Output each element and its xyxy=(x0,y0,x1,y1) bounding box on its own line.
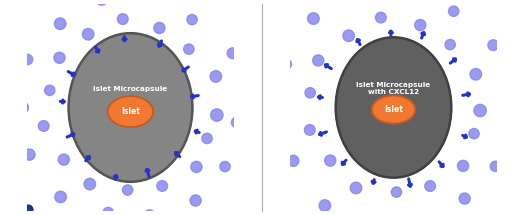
Circle shape xyxy=(84,178,95,190)
Circle shape xyxy=(353,0,363,3)
Circle shape xyxy=(202,133,212,144)
Circle shape xyxy=(474,104,486,117)
Circle shape xyxy=(58,154,69,165)
Circle shape xyxy=(227,48,238,59)
Circle shape xyxy=(184,44,194,54)
Ellipse shape xyxy=(334,48,453,167)
Circle shape xyxy=(449,6,459,16)
Ellipse shape xyxy=(329,42,458,173)
Circle shape xyxy=(154,22,165,34)
Circle shape xyxy=(55,191,67,203)
Circle shape xyxy=(96,0,107,5)
Circle shape xyxy=(263,74,272,83)
Circle shape xyxy=(45,85,55,95)
Ellipse shape xyxy=(372,95,415,124)
Ellipse shape xyxy=(108,96,153,127)
Circle shape xyxy=(304,124,315,135)
Circle shape xyxy=(305,88,315,98)
Ellipse shape xyxy=(326,40,461,175)
Text: Islet Microcapsule
with CXCL12: Islet Microcapsule with CXCL12 xyxy=(356,82,431,95)
Circle shape xyxy=(123,185,133,195)
Circle shape xyxy=(211,109,223,121)
Circle shape xyxy=(220,161,230,172)
Circle shape xyxy=(82,28,94,40)
Ellipse shape xyxy=(331,45,456,170)
Circle shape xyxy=(18,102,28,113)
Circle shape xyxy=(210,71,222,82)
Circle shape xyxy=(459,193,470,204)
Circle shape xyxy=(236,92,247,104)
Ellipse shape xyxy=(324,38,463,177)
Circle shape xyxy=(488,40,499,51)
Circle shape xyxy=(248,46,256,54)
Ellipse shape xyxy=(323,37,464,178)
Circle shape xyxy=(270,106,281,117)
Circle shape xyxy=(54,52,65,63)
Circle shape xyxy=(457,160,468,171)
Circle shape xyxy=(325,155,336,166)
Circle shape xyxy=(144,210,155,215)
Circle shape xyxy=(469,129,479,139)
Circle shape xyxy=(187,14,197,25)
Circle shape xyxy=(506,85,518,97)
Circle shape xyxy=(350,182,362,194)
Ellipse shape xyxy=(327,41,460,174)
Circle shape xyxy=(244,134,253,143)
Ellipse shape xyxy=(332,46,455,169)
Circle shape xyxy=(103,207,113,215)
Circle shape xyxy=(414,20,426,31)
Circle shape xyxy=(232,117,242,128)
Circle shape xyxy=(219,0,227,1)
Circle shape xyxy=(0,41,2,50)
Circle shape xyxy=(191,161,202,172)
Ellipse shape xyxy=(333,47,454,168)
Text: Islet: Islet xyxy=(384,105,403,114)
Circle shape xyxy=(54,18,66,29)
Circle shape xyxy=(117,14,128,25)
Circle shape xyxy=(490,161,500,172)
Circle shape xyxy=(281,59,291,69)
Circle shape xyxy=(23,54,33,65)
Circle shape xyxy=(38,121,49,131)
Circle shape xyxy=(391,187,401,197)
Circle shape xyxy=(157,181,168,191)
Ellipse shape xyxy=(69,33,192,182)
Circle shape xyxy=(308,13,319,24)
Circle shape xyxy=(313,55,324,66)
Circle shape xyxy=(343,30,354,41)
Ellipse shape xyxy=(336,37,451,178)
Circle shape xyxy=(376,12,386,23)
Circle shape xyxy=(145,0,156,1)
Circle shape xyxy=(288,155,299,166)
Circle shape xyxy=(24,149,35,160)
Text: Islet: Islet xyxy=(121,107,140,116)
Circle shape xyxy=(254,171,263,180)
Circle shape xyxy=(24,205,33,214)
Circle shape xyxy=(445,39,455,50)
Circle shape xyxy=(319,200,331,211)
Circle shape xyxy=(501,112,512,123)
Circle shape xyxy=(190,195,201,206)
Text: Islet Microcapsule: Islet Microcapsule xyxy=(93,86,168,92)
Circle shape xyxy=(425,181,435,191)
Ellipse shape xyxy=(330,43,457,172)
Circle shape xyxy=(470,68,482,80)
